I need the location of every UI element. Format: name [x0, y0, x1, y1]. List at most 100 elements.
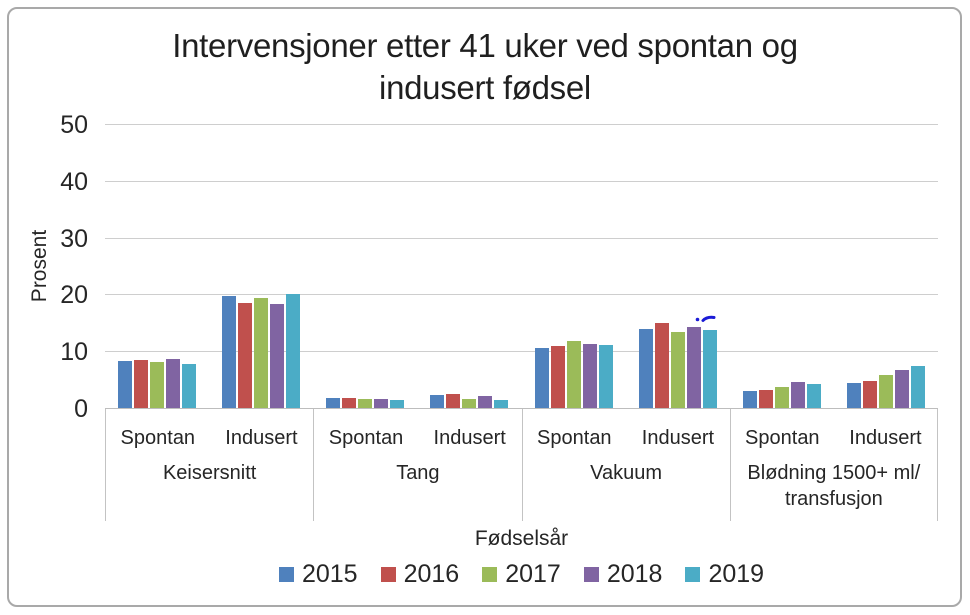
legend-item-2016: 2016: [380, 560, 460, 588]
bar-keisersnitt-spontan-2018: [166, 359, 181, 409]
bar-keisersnitt-indusert-2019: [286, 293, 301, 409]
bar-vakuum-spontan-2016: [550, 345, 565, 409]
gridline-40: [105, 180, 938, 182]
y-tick-10: 10: [60, 338, 88, 367]
category-label-vakuum: Vakuum: [523, 460, 730, 486]
bar-cluster-keisersnitt-indusert: [209, 125, 313, 409]
legend-swatch-icon-2016: [380, 566, 396, 582]
legend-swatch-icon-2018: [583, 566, 599, 582]
category-label-line: Tang: [396, 462, 440, 484]
bar-keisersnitt-spontan-2017: [150, 362, 165, 409]
bar-tang-spontan-2018: [374, 398, 389, 409]
bar-vakuum-indusert-2017: [670, 331, 685, 409]
bar-bl-dning-1500-ml-transfusjon-spontan-2015: [742, 391, 757, 409]
bar-group-bl-dning-1500-ml-transfusjon: [730, 125, 938, 409]
bar-vakuum-indusert-2018: [686, 327, 701, 409]
bar-vakuum-indusert-2019: [702, 330, 717, 409]
bar-vakuum-indusert-2016: [654, 323, 669, 409]
x-axis-title: Fødselsår: [474, 527, 569, 550]
subcategory-row-keisersnitt: Spontan Indusert: [106, 426, 313, 450]
bar-bl-dning-1500-ml-transfusjon-indusert-2016: [862, 381, 877, 409]
bar-tang-indusert-2017: [462, 398, 477, 409]
category-label-line: Keisersnitt: [162, 462, 257, 484]
legend-item-2017: 2017: [482, 560, 561, 588]
bar-cluster-bl-dning-1500-ml-transfusjon-spontan: [730, 125, 834, 409]
chart-title-line2: indusert fødsel: [379, 69, 591, 106]
bar-vakuum-spontan-2018: [582, 344, 597, 409]
legend: 2015 2016 2017 2018 2019: [105, 558, 938, 590]
category-label-line: Vakuum: [590, 462, 663, 484]
bar-tang-spontan-2016: [342, 397, 357, 409]
legend-label-2015: 2015: [301, 560, 358, 588]
bar-keisersnitt-indusert-2015: [222, 295, 237, 409]
legend-swatch-icon-2017: [482, 566, 498, 582]
category-cell-keisersnitt: Spontan Indusert Keisersnitt: [105, 409, 313, 521]
bar-vakuum-spontan-2017: [566, 341, 581, 409]
legend-label-2016: 2016: [403, 560, 460, 588]
bar-cluster-vakuum-spontan: [522, 125, 626, 409]
bar-keisersnitt-spontan-2016: [134, 360, 149, 409]
bar-cluster-tang-spontan: [313, 125, 417, 409]
bar-group-tang: [313, 125, 521, 409]
bar-group-vakuum: [522, 125, 730, 409]
legend-item-2019: 2019: [685, 560, 764, 588]
category-label-bl-dning-1500-ml-transfusjon: Blødning 1500+ ml/transfusjon: [731, 460, 937, 512]
subcategory-label-bl-dning-1500-ml-transfusjon-indusert: Indusert: [849, 427, 922, 449]
legend-swatch-icon-2019: [685, 566, 701, 582]
subcategory-label-vakuum-indusert: Indusert: [641, 427, 715, 449]
y-tick-30: 30: [60, 224, 88, 253]
legend-item-2018: 2018: [583, 560, 663, 588]
gridline-50: [105, 124, 938, 125]
gridline-10: [105, 351, 938, 353]
subcategory-row-vakuum: Spontan Indusert: [523, 426, 730, 450]
bar-bl-dning-1500-ml-transfusjon-spontan-2016: [758, 389, 773, 409]
y-axis-tick-labels: 50 40 30 20 10 0: [20, 113, 88, 423]
bar-bl-dning-1500-ml-transfusjon-spontan-2018: [790, 382, 805, 409]
subcategory-label-vakuum-spontan: Spontan: [537, 427, 612, 449]
legend-label-2019: 2019: [708, 560, 765, 588]
legend-swatch-icon-2015: [278, 566, 294, 582]
legend-item-2015: 2015: [278, 560, 358, 588]
bar-series-container: [105, 125, 938, 409]
bar-tang-spontan-2019: [390, 400, 405, 409]
category-cell-tang: Spontan Indusert Tang: [313, 409, 521, 521]
bar-keisersnitt-spontan-2019: [182, 364, 197, 409]
subcategory-label-tang-indusert: Indusert: [433, 427, 506, 449]
bar-keisersnitt-indusert-2018: [270, 303, 285, 409]
bar-keisersnitt-indusert-2016: [238, 303, 253, 409]
category-label-line: transfusjon: [784, 488, 883, 510]
legend-label-2017: 2017: [505, 560, 561, 588]
bar-bl-dning-1500-ml-transfusjon-indusert-2015: [846, 382, 861, 409]
bar-tang-indusert-2016: [446, 394, 461, 409]
bar-group-keisersnitt: [105, 125, 313, 409]
bar-cluster-tang-indusert: [417, 125, 521, 409]
bar-tang-spontan-2015: [326, 398, 341, 409]
ink-scribble-mark: [695, 315, 716, 322]
subcategory-label-keisersnitt-spontan: Spontan: [120, 427, 196, 449]
category-label-tang: Tang: [314, 460, 521, 486]
bar-cluster-vakuum-indusert: [626, 125, 730, 409]
bar-bl-dning-1500-ml-transfusjon-indusert-2019: [910, 365, 925, 409]
bar-vakuum-spontan-2019: [598, 344, 613, 409]
bar-tang-indusert-2019: [494, 399, 509, 409]
chart-title-line1: Intervensjoner etter 41 uker ved spontan…: [172, 27, 798, 64]
bar-tang-indusert-2015: [430, 394, 445, 409]
bar-tang-indusert-2018: [478, 395, 493, 409]
subcategory-row-tang: Spontan Indusert: [314, 426, 521, 450]
category-cell-bl-dning-1500-ml-transfusjon: Spontan Indusert Blødning 1500+ ml/transfu…: [729, 409, 938, 521]
bar-tang-spontan-2017: [358, 398, 373, 409]
gridline-30: [105, 237, 938, 239]
subcategory-label-bl-dning-1500-ml-transfusjon-spontan: Spontan: [745, 427, 820, 449]
category-label-keisersnitt: Keisersnitt: [106, 460, 313, 486]
y-tick-20: 20: [60, 281, 88, 310]
gridline-20: [105, 294, 938, 296]
bar-bl-dning-1500-ml-transfusjon-indusert-2018: [894, 369, 909, 409]
bar-cluster-keisersnitt-spontan: [105, 125, 209, 409]
y-tick-0: 0: [74, 394, 88, 423]
legend-label-2018: 2018: [606, 560, 663, 588]
subcategory-label-tang-spontan: Spontan: [328, 427, 404, 449]
y-tick-40: 40: [60, 167, 88, 196]
x-axis-line: [105, 408, 938, 409]
bar-vakuum-spontan-2015: [534, 347, 549, 409]
